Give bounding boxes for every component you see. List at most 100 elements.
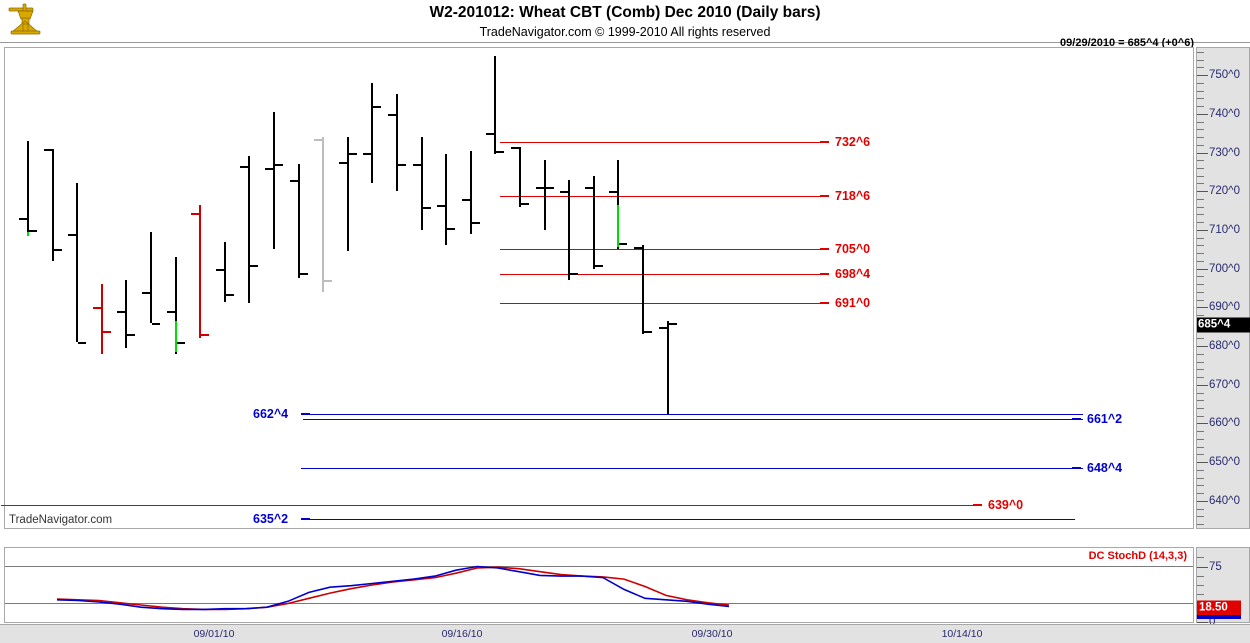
date-axis[interactable]: 09/01/10 09/16/10 09/30/10 10/14/10 bbox=[0, 624, 1250, 643]
indicator-tick bbox=[1197, 566, 1208, 568]
price-tick bbox=[1197, 462, 1208, 464]
price-minor-tick bbox=[1197, 291, 1204, 293]
ohlc-close-tick bbox=[324, 280, 333, 283]
ohlc-bar bbox=[494, 55, 497, 155]
theodolite-icon bbox=[6, 2, 46, 36]
price-tick-label: 690^0 bbox=[1209, 301, 1240, 314]
level-price-label: 698^4 bbox=[835, 267, 871, 282]
ohlc-bar bbox=[469, 150, 472, 234]
price-minor-tick bbox=[1197, 160, 1204, 162]
indicator-axis-scale[interactable]: 75 0 18.50 bbox=[1196, 547, 1250, 628]
ohlc-open-tick bbox=[240, 166, 249, 169]
ohlc-bar bbox=[346, 137, 349, 252]
chart-header: W2-201012: Wheat CBT (Comb) Dec 2010 (Da… bbox=[0, 0, 1250, 44]
price-axis-scale[interactable]: 750^0 740^0 730^0 720^0 710^0 700^0 690^0 680^0… bbox=[1196, 47, 1250, 529]
level-label-dash bbox=[1072, 467, 1081, 469]
ohlc-close-tick bbox=[127, 334, 136, 337]
ohlc-close-tick bbox=[299, 272, 308, 275]
level-label-dash bbox=[301, 412, 310, 415]
ohlc-open-tick bbox=[68, 233, 77, 236]
level-line[interactable] bbox=[500, 141, 827, 143]
ohlc-open-tick bbox=[658, 326, 667, 329]
level-line[interactable] bbox=[303, 418, 1083, 420]
price-tick bbox=[1197, 346, 1208, 348]
ohlc-open-tick bbox=[43, 148, 52, 151]
ohlc-close-tick bbox=[471, 222, 480, 225]
level-price-label: 691^0 bbox=[835, 296, 871, 311]
ohlc-close-tick bbox=[594, 264, 603, 267]
price-tick bbox=[1197, 75, 1208, 77]
ohlc-open-tick bbox=[461, 198, 470, 201]
bar-highlight-green bbox=[27, 231, 29, 236]
ohlc-open-tick bbox=[289, 179, 298, 182]
price-minor-tick bbox=[1197, 51, 1204, 53]
indicator-minor-tick bbox=[1197, 585, 1204, 586]
price-minor-tick bbox=[1197, 260, 1204, 262]
level-label-dash bbox=[973, 503, 982, 506]
level-price-label: 635^2 bbox=[253, 512, 289, 527]
date-tick-label: 09/01/10 bbox=[193, 628, 235, 640]
price-minor-tick bbox=[1197, 454, 1204, 456]
ohlc-open-tick bbox=[191, 212, 200, 215]
ohlc-close-tick bbox=[644, 330, 652, 333]
ohlc-close-tick bbox=[398, 164, 406, 167]
ohlc-open-tick bbox=[166, 311, 175, 314]
level-label-dash bbox=[301, 518, 310, 521]
level-line[interactable] bbox=[500, 249, 827, 251]
level-line[interactable] bbox=[500, 303, 827, 305]
ohlc-open-tick bbox=[584, 187, 593, 190]
price-minor-tick bbox=[1197, 485, 1204, 487]
ohlc-bar bbox=[223, 241, 226, 302]
price-minor-tick bbox=[1197, 206, 1204, 208]
ohlc-close-tick bbox=[176, 342, 185, 345]
level-line[interactable] bbox=[301, 468, 1083, 469]
price-chart-pane[interactable]: 732^6 718^6 705^0 698^4 691^0 639^0 662^4 661^2… bbox=[1, 47, 1194, 529]
level-line[interactable] bbox=[301, 519, 1075, 521]
price-minor-tick bbox=[1197, 377, 1204, 379]
price-minor-tick bbox=[1197, 222, 1204, 224]
ohlc-open-tick bbox=[437, 204, 446, 207]
price-minor-tick bbox=[1197, 493, 1204, 495]
date-tick-label: 10/14/10 bbox=[941, 628, 983, 640]
ohlc-open-tick bbox=[92, 307, 101, 310]
bar-highlight-green bbox=[617, 204, 620, 248]
level-line[interactable] bbox=[303, 413, 1083, 415]
ohlc-close-tick bbox=[29, 229, 37, 232]
level-price-label: 662^4 bbox=[253, 406, 289, 421]
ohlc-open-tick bbox=[338, 162, 347, 165]
stochastic-pane[interactable]: DC StochD (14,3,3) bbox=[4, 547, 1194, 623]
price-minor-tick bbox=[1197, 361, 1204, 363]
ohlc-open-tick bbox=[609, 191, 618, 194]
ohlc-bar bbox=[27, 140, 29, 236]
ohlc-bar bbox=[76, 183, 79, 343]
ohlc-open-tick bbox=[486, 133, 495, 136]
indicator-minor-tick bbox=[1197, 575, 1204, 577]
price-minor-tick bbox=[1197, 353, 1204, 355]
price-minor-tick bbox=[1197, 446, 1204, 448]
price-tick-label: 680^0 bbox=[1209, 340, 1240, 353]
indicator-last-value-tag: 18.50 bbox=[1197, 600, 1241, 616]
level-line[interactable] bbox=[1, 504, 980, 506]
price-tick bbox=[1197, 152, 1208, 154]
price-minor-tick bbox=[1197, 168, 1204, 169]
ohlc-bar bbox=[248, 156, 251, 304]
ohlc-close-tick bbox=[275, 164, 283, 167]
ohlc-open-tick bbox=[314, 138, 323, 141]
ohlc-open-tick bbox=[19, 218, 27, 221]
ohlc-close-tick bbox=[53, 249, 62, 252]
ohlc-open-tick bbox=[142, 291, 150, 294]
ohlc-open-tick bbox=[215, 268, 224, 271]
ohlc-close-tick bbox=[225, 293, 234, 296]
price-tick-label: 720^0 bbox=[1209, 185, 1240, 198]
level-line[interactable] bbox=[500, 196, 827, 198]
ohlc-bar bbox=[125, 280, 128, 348]
ohlc-bar bbox=[420, 137, 423, 230]
ohlc-bar bbox=[100, 284, 103, 354]
ohlc-bar bbox=[642, 245, 644, 335]
indicator-tick-label: 75 bbox=[1209, 560, 1222, 573]
price-tick-label: 670^0 bbox=[1209, 378, 1240, 391]
level-label-dash bbox=[820, 248, 829, 251]
price-minor-tick bbox=[1197, 106, 1204, 108]
price-tick-label: 660^0 bbox=[1209, 417, 1240, 430]
level-line[interactable] bbox=[500, 274, 827, 276]
